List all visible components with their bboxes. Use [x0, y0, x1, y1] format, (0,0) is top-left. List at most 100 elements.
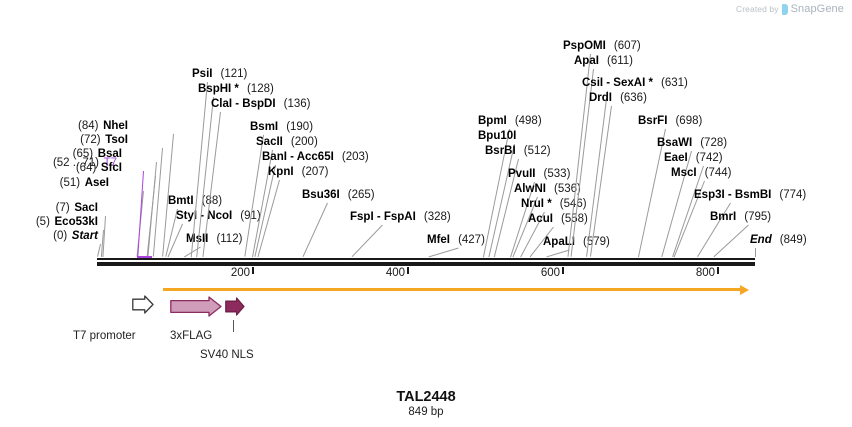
site-position: (200): [290, 136, 318, 148]
site-label-end: End (849): [750, 234, 807, 247]
ruler-tick: [562, 267, 565, 274]
site-position: (427): [458, 234, 485, 246]
site-label-acui: AcuI (558): [528, 213, 588, 226]
feature-label: T7 promoter: [73, 330, 136, 342]
site-leader-line: [589, 105, 612, 258]
site-name: ApaI: [574, 55, 599, 67]
site-position: (265): [347, 189, 375, 201]
site-position: (698): [675, 115, 703, 127]
site-position: (328): [423, 211, 451, 223]
site-name: MfeI: [427, 234, 450, 246]
site-label-sacii: SacII (200): [256, 136, 318, 149]
map-length-label: 849 bp: [408, 406, 444, 418]
map-title: TAL2448: [396, 389, 456, 405]
site-label-eaei: EaeI (742): [664, 152, 723, 165]
site-label-saci: (7) SacI: [55, 202, 98, 215]
site-position: (72): [80, 134, 101, 146]
site-position: (52 .. 71): [52, 157, 99, 169]
site-position: (742): [695, 152, 723, 164]
site-label-psii: PsiI (121): [192, 68, 247, 81]
site-name: BsaWI: [657, 137, 693, 149]
site-name: Bsu36I: [302, 189, 340, 201]
site-position: (533): [543, 168, 571, 180]
site-position: (203): [341, 151, 369, 163]
site-leader-line: [428, 247, 459, 258]
site-label-msci: MscI (744): [671, 167, 732, 180]
site-position: (112): [216, 233, 243, 245]
site-position: (88): [201, 195, 223, 207]
site-label-bsrbi: BsrBI (512): [485, 145, 551, 158]
site-name: StyI - NcoI: [176, 210, 233, 222]
site-label-fspi-fspai: FspI - FspAI (328): [350, 211, 451, 224]
ruler-tick: [252, 267, 254, 274]
site-leader-line: [137, 170, 145, 258]
ruler-tick-label: 800: [695, 267, 716, 279]
site-position: (744): [704, 167, 732, 179]
arrow-filled-icon: [170, 296, 222, 317]
site-label-mfei: MfeI (427): [427, 234, 485, 247]
feature-sv40-nls[interactable]: [225, 297, 245, 316]
site-label-kpni: KpnI (207): [268, 166, 329, 179]
site-label-start: (0) Start: [53, 230, 98, 243]
site-label-pvuii: PvuII (533): [508, 168, 571, 181]
site-name: CsiI - SexAI *: [582, 77, 653, 89]
site-position: (7): [55, 202, 70, 214]
ruler-tick-label: 200: [230, 267, 250, 279]
site-name: FspI - FspAI: [350, 211, 416, 223]
site-name: NheI: [103, 120, 128, 132]
orf-arrowhead-icon: [740, 284, 749, 295]
feature-3xflag[interactable]: [170, 296, 222, 317]
site-position: (65): [72, 148, 94, 160]
site-label-apali: ApaLI (579): [543, 236, 610, 249]
site-leader-line: [152, 147, 163, 258]
site-name: ApaLI: [543, 236, 575, 248]
site-name: PsiI: [192, 68, 213, 80]
site-position: (774): [779, 189, 807, 201]
site-name: BmrI: [710, 211, 737, 223]
site-label-tsoi: (72) TsoI: [80, 134, 128, 147]
site-position: (579): [583, 236, 610, 248]
site-label-bsphi: BspHI * (128): [198, 83, 274, 96]
arrow-outline-icon: [132, 295, 154, 314]
site-label-asei: (51) AseI: [59, 177, 109, 190]
site-position: (207): [301, 166, 329, 178]
site-label-bpu10i: Bpu10I: [478, 130, 516, 143]
backbone-thin-line: [97, 258, 755, 260]
snapgene-watermark: Created by SnapGene: [736, 3, 844, 15]
site-label-alwni: AlwNI (536): [514, 183, 581, 196]
site-label-bsai: (65) BsaI: [72, 148, 122, 161]
site-name: T7: [103, 157, 117, 169]
site-label-nhei: (84) NheI: [78, 120, 128, 133]
site-position: (512): [523, 145, 551, 157]
ruler-tick-label: 600: [540, 267, 561, 279]
site-position: (0): [53, 230, 68, 242]
site-position: (51): [59, 177, 81, 189]
site-name: KpnI: [268, 166, 294, 178]
site-position: (636): [620, 92, 647, 104]
site-label-apai: ApaI (611): [574, 55, 633, 68]
site-label-pspomi: PspOMI (607): [563, 40, 641, 53]
site-position: (795): [744, 211, 772, 223]
feature-t7-promoter[interactable]: [132, 295, 154, 314]
site-leader-line: [546, 249, 570, 258]
feature-label: SV40 NLS: [200, 349, 254, 361]
site-position: (631): [661, 77, 688, 89]
watermark-prefix: Created by: [736, 4, 779, 14]
site-name: SacII: [256, 136, 283, 148]
site-position: (728): [700, 137, 728, 149]
site-label-msii: MsII (112): [186, 233, 243, 246]
site-name: AlwNI: [514, 183, 546, 195]
ruler-tick-label: 400: [385, 267, 405, 279]
site-position: (5): [35, 216, 50, 228]
site-name: NruI *: [521, 198, 552, 210]
sv40-nls-connector: [233, 320, 234, 332]
site-position: (536): [554, 183, 581, 195]
site-position: (136): [283, 98, 311, 110]
site-leader-line: [102, 215, 106, 258]
site-position: (128): [246, 83, 274, 95]
site-name: SfcI: [100, 162, 122, 174]
feature-label: 3xFLAG: [170, 330, 213, 342]
site-name: Start: [71, 230, 98, 242]
site-position: (64): [75, 162, 97, 174]
